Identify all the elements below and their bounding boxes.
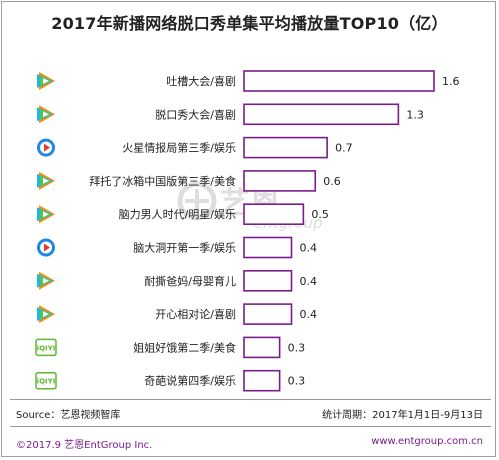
- tencent-icon-play: [43, 111, 49, 118]
- tencent-icon-play: [43, 177, 49, 184]
- tencent-video-icon: [37, 205, 55, 224]
- category-label: 奇葩说第四季/娱乐: [144, 374, 236, 388]
- watermark-logo: [177, 181, 217, 221]
- tencent-icon-play: [43, 78, 49, 84]
- iqiyi-icon: iQIYI: [35, 371, 57, 390]
- tencent-icon-play: [43, 277, 49, 284]
- iqiyi-icon-frame: [35, 371, 57, 390]
- iqiyi-icon-text: iQIYI: [37, 378, 56, 386]
- bar: [243, 170, 317, 192]
- iqiyi-icon-frame: [35, 338, 57, 357]
- bar: [243, 70, 435, 92]
- bar-row: 拜托了冰箱中国版第三季/美食 0.6: [37, 170, 341, 192]
- bar: [243, 369, 281, 392]
- category-label: 火星情报局第三季/娱乐: [122, 141, 236, 155]
- footer-divider-top: [10, 399, 491, 400]
- bar-row: iQIYI 奇葩说第四季/娱乐 0.3: [35, 369, 306, 392]
- bar-row: 吐槽大会/喜剧 1.6: [37, 70, 460, 92]
- website-link[interactable]: www.entgroup.com.cn: [371, 436, 483, 447]
- bar: [243, 203, 305, 225]
- tencent-video-icon: [37, 305, 55, 324]
- bar-row: 开心相对论/喜剧 0.4: [37, 303, 318, 325]
- category-label: 耐撕爸妈/母婴育儿: [144, 274, 236, 288]
- bar-row: 脱口秀大会/喜剧 1.3: [37, 103, 424, 126]
- bar-row: 火星情报局第三季/娱乐 0.7: [37, 136, 353, 159]
- value-label: 0.4: [300, 275, 318, 288]
- tencent-video-icon: [37, 105, 55, 124]
- value-label: 0.3: [288, 375, 306, 388]
- bar-row: 耐撕爸妈/母婴育儿 0.4: [37, 269, 318, 292]
- category-label: 姐姐好饿第二季/美食: [133, 340, 236, 354]
- value-label: 1.6: [442, 75, 460, 88]
- value-label: 0.4: [300, 308, 318, 321]
- category-label: 脑力男人时代/明星/娱乐: [119, 207, 236, 221]
- bar: [243, 303, 293, 325]
- category-label: 脱口秀大会/喜剧: [155, 107, 236, 121]
- youku-icon-play: [44, 143, 50, 152]
- bar-row: 脑力男人时代/明星/娱乐 0.5: [37, 203, 329, 225]
- value-label: 0.4: [300, 242, 318, 255]
- tencent-video-icon: [37, 171, 55, 190]
- bar: [243, 269, 293, 292]
- tencent-video-icon: [37, 271, 55, 290]
- footer-divider-bottom: [10, 426, 491, 427]
- value-label: 0.6: [323, 175, 341, 188]
- watermark-logo-mark: [185, 189, 209, 213]
- source-text: Source：艺恩视频智库: [16, 410, 121, 421]
- tencent-video-icon: [37, 72, 55, 90]
- iqiyi-icon-text: iQIYI: [37, 344, 56, 352]
- period-text: 统计周期：2017年1月1日-9月13日: [322, 410, 483, 421]
- value-label: 0.7: [335, 142, 353, 155]
- bar: [243, 136, 328, 159]
- value-label: 0.3: [288, 341, 306, 354]
- bar: [243, 236, 293, 259]
- value-label: 1.3: [406, 108, 424, 121]
- value-label: 0.5: [311, 208, 329, 221]
- chart-title: 2017年新播网络脱口秀单集平均播放量TOP10（亿）: [51, 14, 448, 33]
- bar-row: 脑大洞开第一季/娱乐 0.4: [37, 236, 318, 259]
- category-label: 脑大洞开第一季/娱乐: [133, 241, 236, 255]
- iqiyi-icon: iQIYI: [35, 338, 57, 357]
- category-label: 开心相对论/喜剧: [155, 307, 236, 321]
- youku-icon: [37, 138, 55, 157]
- bar: [243, 103, 400, 126]
- tencent-icon-play: [43, 311, 49, 318]
- copyright-text: ©2017.9 艺恩EntGroup Inc.: [16, 440, 153, 451]
- tencent-icon-play: [43, 211, 49, 218]
- bar-row: iQIYI 姐姐好饿第二季/美食 0.3: [35, 336, 306, 359]
- category-label: 拜托了冰箱中国版第三季/美食: [89, 174, 236, 188]
- youku-icon-play: [44, 243, 50, 252]
- youku-icon: [37, 238, 55, 257]
- bar: [243, 336, 281, 359]
- bar-chart: 艺恩entgroup吐槽大会/喜剧1.6脱口秀大会/喜剧1.3火星情报局第三季/…: [35, 70, 460, 392]
- category-label: 吐槽大会/喜剧: [166, 74, 236, 88]
